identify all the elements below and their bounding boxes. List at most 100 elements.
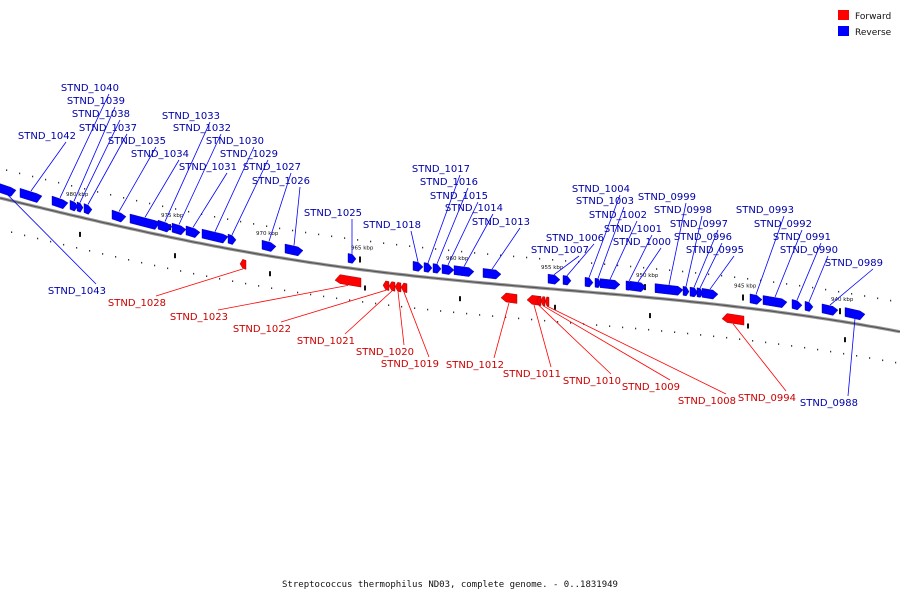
tick-dot xyxy=(193,272,195,275)
tick-dot xyxy=(175,208,177,210)
tick-dot xyxy=(544,319,546,322)
kbp-label: 960 kbp xyxy=(446,256,469,262)
gene-arrow-stnd-0989 xyxy=(821,303,839,316)
tick-dot xyxy=(565,260,567,262)
genome-backbone xyxy=(0,196,900,334)
tick-dot xyxy=(188,210,190,213)
gene-arrow-stnd-1037 xyxy=(83,203,93,215)
tick-dot xyxy=(518,317,520,320)
gene-label-stnd-0989: STND_0989 xyxy=(825,258,883,269)
tick-dot xyxy=(713,335,715,338)
leader-line xyxy=(732,323,787,392)
gene-label-stnd-0993: STND_0993 xyxy=(736,205,794,216)
leader-line xyxy=(79,119,121,203)
leader-line xyxy=(214,146,255,232)
gene-arrow-stnd-0995 xyxy=(701,288,719,300)
leader-line xyxy=(344,290,393,335)
gene-label-stnd-1037: STND_1037 xyxy=(79,123,137,134)
tick-dot xyxy=(271,287,273,289)
tick-dot xyxy=(266,225,268,227)
gene-label-stnd-1002: STND_1002 xyxy=(589,210,647,221)
leader-line xyxy=(709,255,735,290)
tick-dot xyxy=(474,252,476,254)
leader-line xyxy=(6,193,97,285)
tick-dot xyxy=(245,282,247,285)
gene-label-stnd-0996: STND_0996 xyxy=(674,232,732,243)
tick-dot xyxy=(128,259,130,261)
leader-line xyxy=(609,220,638,280)
kbp-tick xyxy=(554,304,556,310)
tick-dot xyxy=(739,338,741,340)
kbp-label: 945 kbp xyxy=(734,284,757,290)
gene-arrow-stnd-1021 xyxy=(388,281,396,292)
tick-dot xyxy=(656,268,658,270)
tick-dot xyxy=(97,191,99,193)
tick-dot xyxy=(141,261,143,264)
tick-dot xyxy=(422,246,424,249)
gene-label-stnd-1032: STND_1032 xyxy=(173,123,231,134)
tick-dot xyxy=(219,278,221,280)
legend: Forward Reverse xyxy=(838,10,892,38)
gene-arrow-stnd-1038 xyxy=(76,201,84,213)
leader-line xyxy=(73,106,116,202)
kbp-tick xyxy=(364,285,366,291)
kbp-label: 980 kbp xyxy=(66,192,89,198)
tick-dot xyxy=(838,290,840,293)
gene-label-stnd-0994: STND_0994 xyxy=(738,393,796,404)
gene-arrow-stnd-0993 xyxy=(749,293,763,305)
leader-line xyxy=(87,133,128,205)
gene-arrow-stnd-1025 xyxy=(347,253,357,264)
gene-arrows xyxy=(0,183,866,326)
tick-dot xyxy=(401,305,403,308)
gene-label-stnd-0995: STND_0995 xyxy=(686,245,744,256)
leader-line xyxy=(59,93,110,199)
gene-label-stnd-1003: STND_1003 xyxy=(576,196,634,207)
tick-dot xyxy=(643,266,645,269)
label-leader-lines xyxy=(6,93,874,397)
tick-dot xyxy=(531,318,533,321)
leader-line xyxy=(118,146,157,212)
tick-dot xyxy=(227,218,229,220)
gene-label-stnd-1004: STND_1004 xyxy=(572,184,630,195)
gene-label-stnd-1014: STND_1014 xyxy=(445,203,503,214)
gene-arrow-stnd-1015 xyxy=(441,264,455,275)
gene-label-stnd-1042: STND_1042 xyxy=(18,131,76,142)
tick-dot xyxy=(310,293,312,296)
gene-arrow-stnd-1014 xyxy=(453,265,475,277)
gene-arrow-stnd-1006 xyxy=(562,275,572,286)
tick-dot xyxy=(487,253,489,255)
gene-label-stnd-1015: STND_1015 xyxy=(430,191,488,202)
tick-dot xyxy=(726,336,728,339)
tick-dot xyxy=(552,259,554,261)
tick-dot xyxy=(830,350,832,353)
leader-line xyxy=(491,227,521,270)
gene-arrow-stnd-1022 xyxy=(382,280,390,291)
gene-arrow-stnd-1034 xyxy=(129,213,161,230)
tick-dot xyxy=(258,285,260,287)
leader-line xyxy=(155,268,244,297)
tick-dot xyxy=(84,188,86,190)
leader-line xyxy=(538,305,612,375)
tick-dot xyxy=(63,243,65,246)
leader-line xyxy=(685,215,703,287)
tick-dot xyxy=(557,321,559,323)
tick-dot xyxy=(700,334,702,336)
gene-labels: STND_1043 STND_1042 STND_1040 STND_1039 STND… xyxy=(18,83,883,409)
leader-line xyxy=(447,201,479,266)
leader-line xyxy=(231,159,269,236)
gene-arrow-stnd-1035 xyxy=(111,209,127,223)
gene-label-stnd-1016: STND_1016 xyxy=(420,177,478,188)
tick-dot xyxy=(167,267,169,270)
tick-dot xyxy=(799,284,801,287)
tick-dot xyxy=(50,240,52,243)
tick-dot xyxy=(154,264,156,267)
tick-dot xyxy=(630,265,632,268)
leader-line xyxy=(397,291,405,346)
gene-label-stnd-0990: STND_0990 xyxy=(780,245,838,256)
gene-label-stnd-1029: STND_1029 xyxy=(220,149,278,160)
gene-arrow-stnd-0998 xyxy=(682,286,690,297)
tick-dot xyxy=(622,326,624,329)
gene-arrow-stnd-1002 xyxy=(599,278,621,290)
tick-dot xyxy=(6,169,8,171)
gene-label-stnd-1012: STND_1012 xyxy=(446,360,504,371)
